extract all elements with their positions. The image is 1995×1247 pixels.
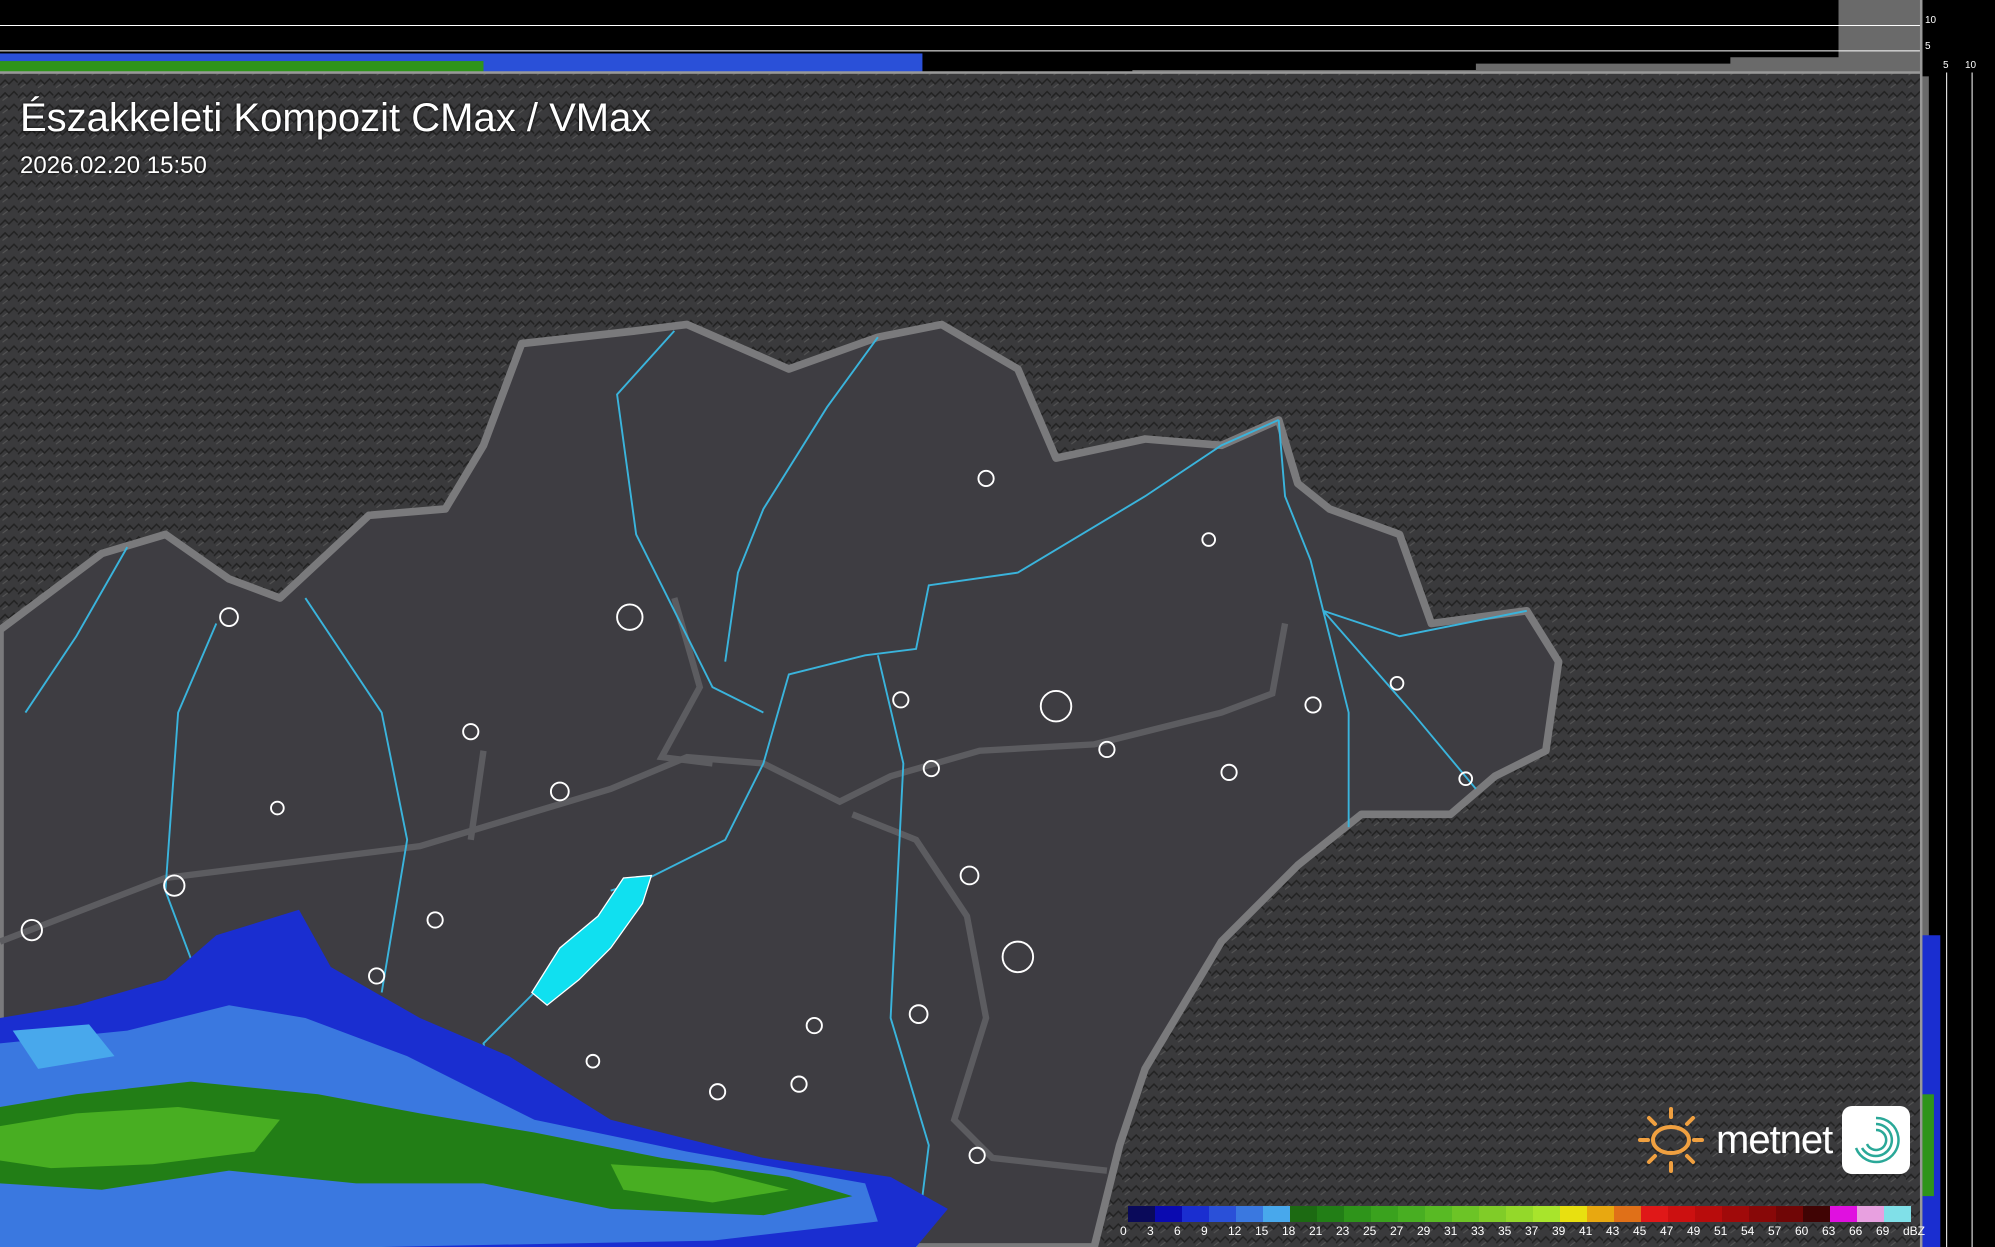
legend-label: 41 [1579,1224,1593,1238]
legend-label: 60 [1795,1224,1809,1238]
legend-label: 57 [1768,1224,1782,1238]
legend-swatch [1830,1206,1857,1222]
color-scale-legend [1128,1206,1911,1222]
legend-label: 27 [1390,1224,1404,1238]
legend-swatch [1776,1206,1803,1222]
legend-label: 69 [1876,1224,1890,1238]
legend-swatch [1560,1206,1587,1222]
brand-name: metnet [1716,1117,1833,1162]
legend-label: 21 [1309,1224,1323,1238]
legend-label: 49 [1687,1224,1701,1238]
legend-label: 39 [1552,1224,1566,1238]
legend-label: 29 [1417,1224,1431,1238]
legend-label: 15 [1255,1224,1269,1238]
legend-label: 54 [1741,1224,1755,1238]
legend-label: 6 [1174,1224,1181,1238]
right-profile-bars [1922,76,1929,1247]
legend-swatch [1803,1206,1830,1222]
legend-swatch [1371,1206,1398,1222]
top-profile-bars [1132,0,1922,73]
legend-label: 63 [1822,1224,1836,1238]
legend-swatch [1263,1206,1290,1222]
legend-label: 35 [1498,1224,1512,1238]
legend-label: 18 [1282,1224,1296,1238]
top-profile-echo-green [0,61,484,73]
legend-label: 12 [1228,1224,1242,1238]
right-axis-label-10: 10 [1965,60,1977,71]
city-outlines [20,469,1474,1164]
legend-label: 66 [1849,1224,1863,1238]
legend-swatch [1587,1206,1614,1222]
sun-icon [1638,1107,1704,1173]
legend-swatch [1614,1206,1641,1222]
county-borders [0,597,1289,1174]
legend-label: 33 [1471,1224,1485,1238]
legend-label: 37 [1525,1224,1539,1238]
radar-echoes [0,909,948,1247]
legend-swatch [1452,1206,1479,1222]
legend-swatch [1695,1206,1722,1222]
top-axis-label-5: 5 [1925,41,1931,52]
legend-swatch [1182,1206,1209,1222]
legend-swatch [1209,1206,1236,1222]
lake-balaton [530,874,653,1007]
map-timestamp: 2026.02.20 15:50 [20,152,207,179]
legend-label: 51 [1714,1224,1728,1238]
legend-swatch [1290,1206,1317,1222]
legend-label: 47 [1660,1224,1674,1238]
legend-unit: dBZ [1903,1224,1926,1238]
rivers [24,330,1527,1247]
color-scale-labels: 0 3 6 9 12 15 18 21 23 25 27 29 31 33 35 37 39 41 43 45 47 49… [1120,1224,1930,1238]
swirl-icon [1842,1106,1911,1174]
legend-swatch [1236,1206,1263,1222]
legend-swatch [1506,1206,1533,1222]
legend-label: 43 [1606,1224,1620,1238]
legend-swatch [1722,1206,1749,1222]
metnet-logo: metnet [1636,1105,1911,1175]
legend-label: 25 [1363,1224,1377,1238]
top-profile-edge [0,71,1995,74]
right-axis-label-5: 5 [1943,60,1949,71]
legend-label: 9 [1201,1224,1208,1238]
legend-swatch [1479,1206,1506,1222]
legend-label: 45 [1633,1224,1647,1238]
right-profile-edge [1919,0,1923,1247]
map-title: Északkeleti Kompozit CMax / VMax [20,96,652,140]
legend-swatch [1533,1206,1560,1222]
right-profile-echo-green [1922,1094,1934,1197]
legend-swatch [1317,1206,1344,1222]
legend-swatch [1884,1206,1911,1222]
legend-swatch [1344,1206,1371,1222]
legend-swatch [1749,1206,1776,1222]
legend-label: 23 [1336,1224,1350,1238]
top-axis-label-10: 10 [1925,15,1937,26]
legend-label: 0 [1120,1224,1127,1238]
legend-swatch [1641,1206,1668,1222]
legend-swatch [1857,1206,1884,1222]
legend-swatch [1425,1206,1452,1222]
legend-label: 3 [1147,1224,1154,1238]
legend-swatch [1398,1206,1425,1222]
legend-swatch [1155,1206,1182,1222]
legend-swatch [1128,1206,1155,1222]
right-profile-echo [1922,935,1941,1247]
legend-swatch [1668,1206,1695,1222]
legend-label: 31 [1444,1224,1458,1238]
